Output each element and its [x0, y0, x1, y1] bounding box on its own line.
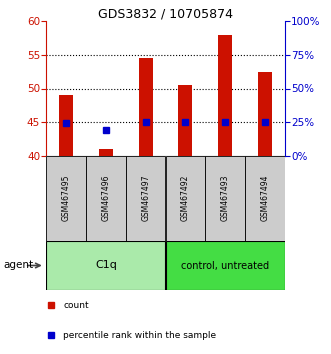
- Text: control, untreated: control, untreated: [181, 261, 269, 270]
- Title: GDS3832 / 10705874: GDS3832 / 10705874: [98, 7, 233, 20]
- Bar: [126, 156, 166, 241]
- Text: GSM467493: GSM467493: [220, 175, 230, 222]
- Bar: [46, 156, 86, 241]
- Text: GSM467492: GSM467492: [181, 175, 190, 222]
- Bar: [86, 156, 126, 241]
- Text: agent: agent: [3, 261, 33, 270]
- Bar: [59, 95, 73, 156]
- Bar: [46, 241, 166, 290]
- Bar: [139, 58, 153, 156]
- Text: C1q: C1q: [95, 261, 117, 270]
- Bar: [166, 241, 285, 290]
- Bar: [205, 156, 245, 241]
- Text: percentile rank within the sample: percentile rank within the sample: [63, 331, 216, 340]
- Bar: [258, 72, 272, 156]
- Text: count: count: [63, 301, 89, 310]
- Bar: [178, 85, 192, 156]
- Bar: [218, 35, 232, 156]
- Bar: [99, 149, 113, 156]
- Text: GSM467494: GSM467494: [260, 175, 269, 222]
- Bar: [245, 156, 285, 241]
- Text: GSM467495: GSM467495: [62, 175, 71, 222]
- Text: GSM467497: GSM467497: [141, 175, 150, 222]
- Bar: [166, 156, 205, 241]
- Text: GSM467496: GSM467496: [101, 175, 111, 222]
